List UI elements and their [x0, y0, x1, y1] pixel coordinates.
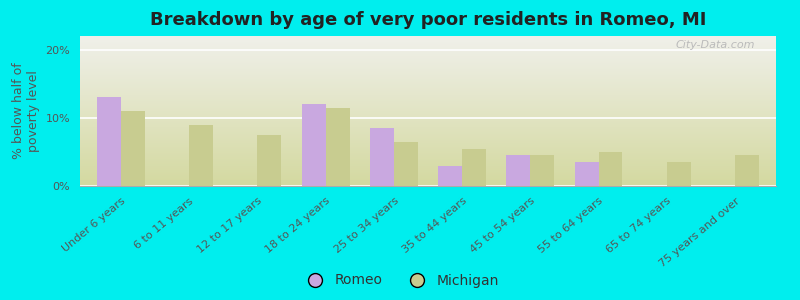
Bar [530, 155, 554, 186]
Bar [598, 152, 622, 186]
Bar [506, 155, 530, 186]
Bar [121, 111, 145, 186]
Bar [667, 162, 690, 186]
Bar [302, 104, 326, 186]
Legend: Romeo, Michigan: Romeo, Michigan [295, 268, 505, 293]
Bar [258, 135, 282, 186]
Bar [438, 166, 462, 186]
Title: Breakdown by age of very poor residents in Romeo, MI: Breakdown by age of very poor residents … [150, 11, 706, 29]
Bar [189, 124, 213, 186]
Bar [97, 98, 121, 186]
Bar [735, 155, 759, 186]
Bar [462, 148, 486, 186]
Y-axis label: % below half of
poverty level: % below half of poverty level [12, 63, 40, 159]
Text: City-Data.com: City-Data.com [676, 40, 755, 50]
Bar [326, 108, 350, 186]
Bar [574, 162, 598, 186]
Bar [370, 128, 394, 186]
Bar [394, 142, 418, 186]
